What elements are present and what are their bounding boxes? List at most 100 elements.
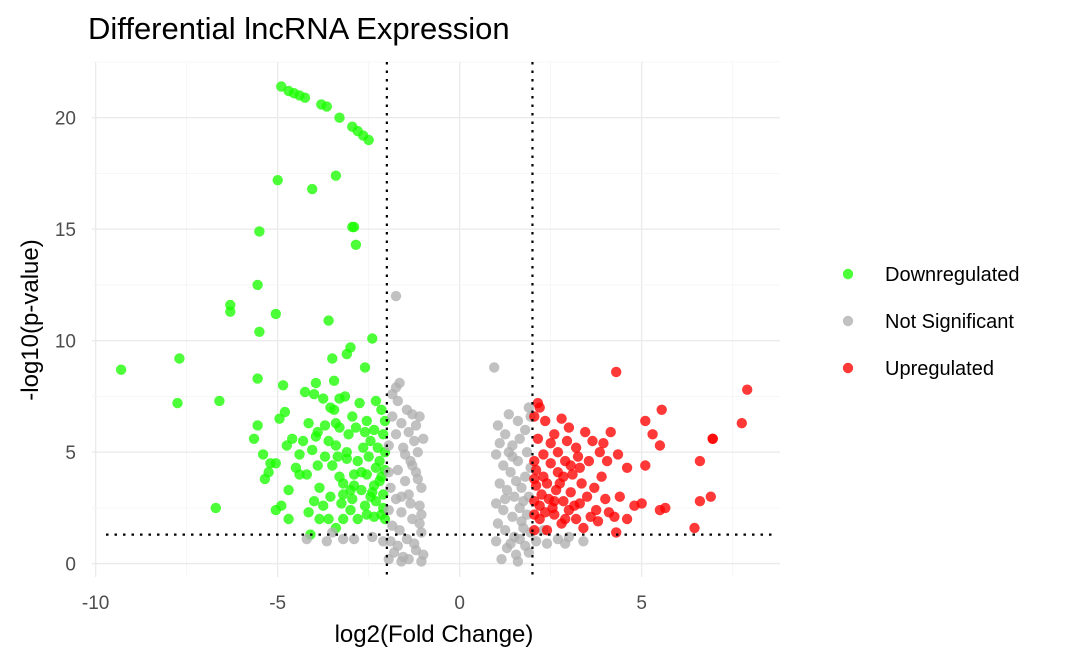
point-upregulated xyxy=(614,491,625,502)
point-upregulated xyxy=(561,435,573,447)
point-downregulated xyxy=(310,377,322,389)
point-not-significant xyxy=(394,525,405,536)
point-not-significant xyxy=(501,484,513,496)
point-downregulated xyxy=(254,226,265,237)
point-upregulated xyxy=(563,422,575,433)
point-downregulated xyxy=(294,449,305,460)
data-points xyxy=(115,81,753,567)
point-downregulated xyxy=(301,469,312,480)
point-not-significant xyxy=(367,531,378,543)
point-downregulated xyxy=(350,422,362,433)
point-upregulated xyxy=(689,522,700,534)
point-downregulated xyxy=(338,513,349,525)
point-not-significant xyxy=(510,475,522,487)
point-downregulated xyxy=(323,513,334,525)
point-upregulated xyxy=(549,496,560,507)
point-downregulated xyxy=(318,500,329,511)
point-upregulated xyxy=(587,435,598,447)
point-upregulated xyxy=(654,440,666,451)
chart-title: Differential lncRNA Expression xyxy=(88,11,510,46)
point-upregulated xyxy=(656,404,667,415)
legend-key-upregulated xyxy=(842,362,854,374)
point-downregulated xyxy=(274,413,285,424)
point-downregulated xyxy=(312,460,323,471)
point-downregulated xyxy=(358,442,369,453)
point-downregulated xyxy=(319,451,331,462)
point-downregulated xyxy=(172,397,183,409)
point-not-significant xyxy=(416,527,427,538)
point-not-significant xyxy=(409,435,420,447)
point-downregulated xyxy=(338,489,349,500)
point-upregulated xyxy=(594,447,605,458)
legend: Downregulated Not Significant Upregulated xyxy=(842,264,1020,380)
point-downregulated xyxy=(252,373,263,384)
point-downregulated xyxy=(334,112,345,123)
point-not-significant xyxy=(418,433,429,444)
point-upregulated xyxy=(558,471,569,482)
point-not-significant xyxy=(396,507,407,518)
point-downregulated xyxy=(248,433,260,444)
point-not-significant xyxy=(520,471,531,482)
point-not-significant xyxy=(416,556,427,567)
point-downregulated xyxy=(327,460,338,471)
legend-label: Upregulated xyxy=(885,358,994,380)
point-not-significant xyxy=(578,536,589,547)
y-tick-label: 20 xyxy=(55,109,76,130)
point-not-significant xyxy=(383,440,394,451)
point-downregulated xyxy=(370,395,382,407)
legend-item-upregulated: Upregulated xyxy=(842,358,994,380)
point-upregulated xyxy=(583,455,595,467)
series-upregulated xyxy=(529,366,753,538)
y-axis-ticks: 0 5 10 15 20 xyxy=(55,109,76,576)
x-tick-label: 0 xyxy=(454,593,465,614)
point-not-significant xyxy=(492,420,504,431)
point-downregulated xyxy=(287,433,298,444)
point-upregulated xyxy=(529,473,540,485)
point-not-significant xyxy=(490,449,502,460)
point-downregulated xyxy=(370,462,382,473)
series-downregulated xyxy=(115,81,391,540)
point-downregulated xyxy=(174,353,185,364)
point-downregulated xyxy=(272,175,283,186)
point-upregulated xyxy=(538,449,549,460)
point-downregulated xyxy=(318,393,329,404)
point-downregulated xyxy=(336,498,347,509)
point-downregulated xyxy=(259,473,271,485)
point-not-significant xyxy=(409,538,420,549)
point-downregulated xyxy=(303,418,314,429)
point-not-significant xyxy=(405,498,416,509)
point-not-significant xyxy=(392,464,403,476)
point-downregulated xyxy=(365,435,376,447)
y-tick-label: 10 xyxy=(55,332,76,353)
point-downregulated xyxy=(252,279,263,291)
point-downregulated xyxy=(299,386,311,398)
point-upregulated xyxy=(581,491,593,502)
point-upregulated xyxy=(596,471,607,482)
point-upregulated xyxy=(601,455,613,467)
point-downregulated xyxy=(307,444,318,456)
point-upregulated xyxy=(565,487,576,498)
legend-item-not-significant: Not Significant xyxy=(842,311,1014,333)
point-not-significant xyxy=(396,491,407,502)
point-upregulated xyxy=(591,504,602,516)
point-not-significant xyxy=(399,449,411,460)
point-downregulated xyxy=(332,451,343,462)
point-not-significant xyxy=(500,429,511,440)
point-downregulated xyxy=(325,402,336,413)
point-downregulated xyxy=(338,478,349,489)
point-downregulated xyxy=(303,507,314,518)
point-downregulated xyxy=(270,504,281,516)
x-axis-title: log2(Fold Change) xyxy=(335,621,534,648)
point-downregulated xyxy=(327,353,338,364)
point-upregulated xyxy=(621,462,633,473)
point-not-significant xyxy=(530,536,542,547)
point-not-significant xyxy=(507,511,518,522)
point-downregulated xyxy=(294,469,305,480)
point-downregulated xyxy=(297,435,309,447)
point-upregulated xyxy=(660,502,671,514)
point-not-significant xyxy=(387,411,398,422)
point-upregulated xyxy=(552,447,564,458)
point-downregulated xyxy=(210,502,221,514)
point-not-significant xyxy=(490,498,502,509)
point-upregulated xyxy=(540,415,551,427)
